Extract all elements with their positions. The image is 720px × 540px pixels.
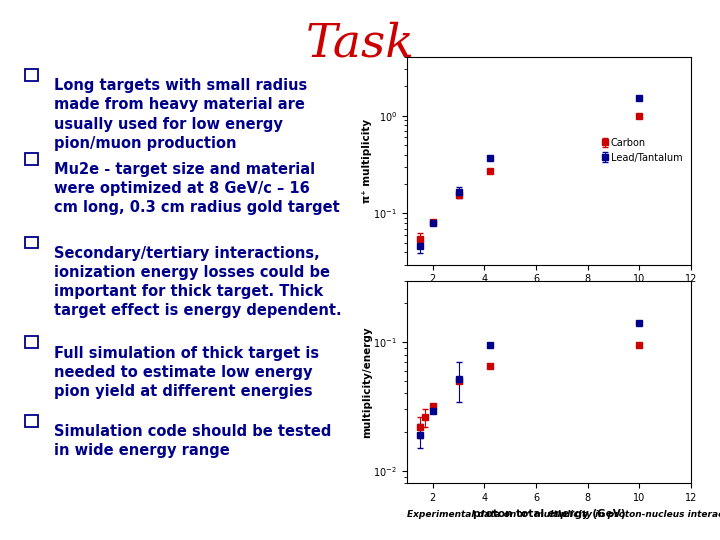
Text: Long targets with small radius
made from heavy material are
usually used for low: Long targets with small radius made from… xyxy=(54,78,307,151)
X-axis label: proton total energy (GeV): proton total energy (GeV) xyxy=(473,290,625,300)
Y-axis label: π⁺ multiplicity: π⁺ multiplicity xyxy=(362,119,372,202)
Legend: Carbon, Lead/Tantalum: Carbon, Lead/Tantalum xyxy=(599,134,686,166)
Text: Simulation code should be tested
in wide energy range: Simulation code should be tested in wide… xyxy=(54,424,331,458)
Y-axis label: multiplicity/energy: multiplicity/energy xyxy=(362,326,372,438)
Text: Task: Task xyxy=(305,22,415,67)
Text: Mu2e - target size and material
were optimized at 8 GeV/c – 16
cm long, 0.3 cm r: Mu2e - target size and material were opt… xyxy=(54,162,340,215)
Text: Experimental data on π⁺ multiplicity in proton-nucleus interactions: Experimental data on π⁺ multiplicity in … xyxy=(407,510,720,519)
Text: Secondary/tertiary interactions,
ionization energy losses could be
important for: Secondary/tertiary interactions, ionizat… xyxy=(54,246,341,318)
Text: Full simulation of thick target is
needed to estimate low energy
pion yield at d: Full simulation of thick target is neede… xyxy=(54,346,319,399)
X-axis label: proton total energy (GeV): proton total energy (GeV) xyxy=(473,509,625,518)
